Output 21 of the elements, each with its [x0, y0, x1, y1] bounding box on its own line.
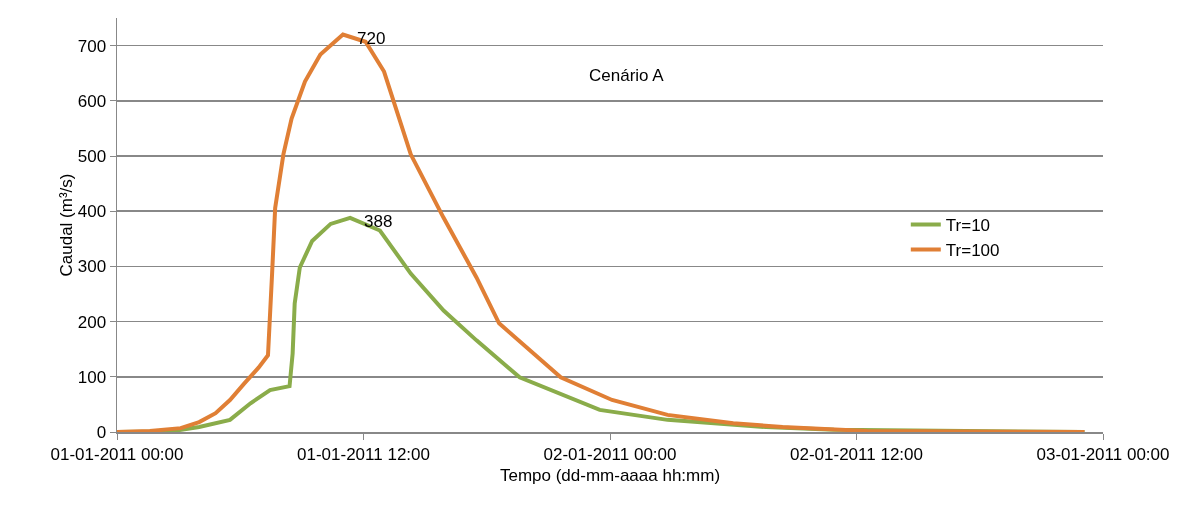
y-tick-label: 300: [77, 257, 107, 277]
y-tick-label: 700: [77, 36, 107, 56]
legend-label: Tr=10: [945, 216, 991, 236]
line-series: [117, 32, 1087, 432]
y-tick-label: 100: [77, 367, 107, 387]
y-tick-label: 400: [77, 202, 107, 222]
y-axis-title: Caudal (m³/s): [56, 173, 76, 277]
x-tick-label: 03-01-2011 00:00: [1036, 444, 1170, 464]
x-tick-label: 02-01-2011 12:00: [790, 444, 923, 464]
x-tick-label: 01-01-2011 12:00: [297, 444, 430, 464]
annotation: Cenário A: [589, 66, 665, 85]
x-tick-label: 02-01-2011 00:00: [543, 444, 677, 464]
y-tick-label: 600: [77, 91, 107, 111]
annotation: 388: [364, 212, 393, 231]
x-axis-title: Tempo (dd-mm-aaaa hh:mm): [499, 466, 721, 486]
x-tick-label: 01-01-2011 00:00: [50, 444, 184, 464]
y-tick-label: 500: [77, 146, 107, 166]
annotation: 720: [357, 29, 386, 48]
y-tick-label: 200: [77, 312, 107, 332]
legend-label: Tr=100: [945, 241, 1000, 261]
y-tick-label: 0: [96, 422, 107, 442]
